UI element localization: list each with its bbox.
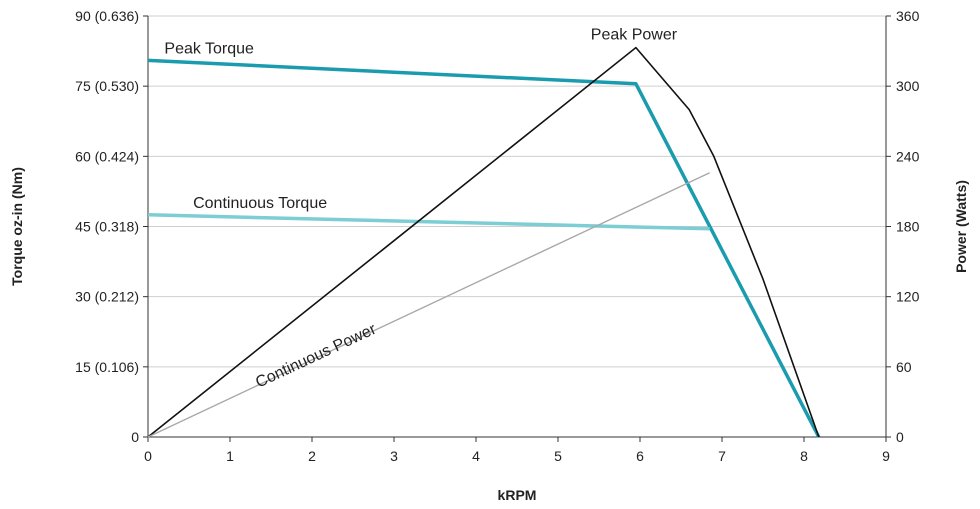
x-tick-label: 8 [800,448,808,464]
y-left-tick-label: 30 (0.212) [75,289,139,305]
y-left-tick-label: 75 (0.530) [75,78,139,94]
y-right-tick-label: 360 [896,8,920,24]
series-line-continuous-torque [147,213,710,231]
series-lines [147,46,821,438]
gridlines [148,15,886,368]
y-left-tick-label: 60 (0.424) [75,148,139,164]
x-tick-label: 2 [308,448,316,464]
y-axis-left-title: Torque oz-in (Nm) [9,167,25,286]
x-tick-label: 1 [226,448,234,464]
axes [143,15,891,442]
y-right-tick-label: 180 [896,219,920,235]
series-line-peak-torque [147,58,821,438]
x-tick-label: 3 [390,448,398,464]
x-axis-title: kRPM [498,487,537,503]
series-annotation: Continuous Torque [193,195,327,212]
x-tick-label: 9 [882,448,890,464]
y-left-tick-label: 0 [131,429,139,445]
x-tick-label: 5 [554,448,562,464]
series-annotation: Peak Torque [164,40,254,57]
series-annotation: Peak Power [591,26,678,43]
series-line-continuous-power [147,172,710,438]
y-right-tick-label: 60 [896,359,912,375]
y-right-tick-label: 240 [896,148,920,164]
y-left-tick-label: 45 (0.318) [75,219,139,235]
x-tick-label: 6 [636,448,644,464]
y-axis-right-title: Power (Watts) [953,180,969,273]
x-tick-label: 7 [718,448,726,464]
y-right-tick-label: 120 [896,289,920,305]
y-left-tick-label: 15 (0.106) [75,359,139,375]
y-right-tick-label: 300 [896,78,920,94]
series-line-peak-power [147,46,820,438]
y-right-tick-label: 0 [896,429,904,445]
x-tick-label: 4 [472,448,480,464]
series-annotation: Continuous Power [253,321,379,392]
y-left-tick-label: 90 (0.636) [75,8,139,24]
x-tick-label: 0 [144,448,152,464]
